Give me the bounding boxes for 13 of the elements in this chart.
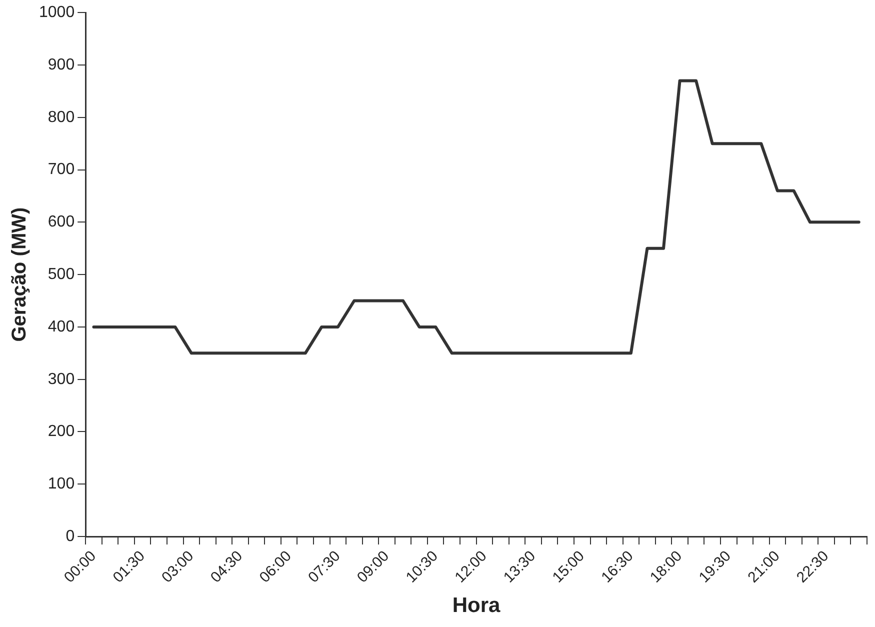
y-tick-label: 400	[48, 318, 75, 336]
y-tick-label: 1000	[39, 4, 75, 22]
y-tick-label: 300	[48, 370, 75, 388]
y-tick-label: 600	[48, 214, 75, 231]
y-tick-label: 800	[48, 108, 75, 126]
y-tick-label: 200	[48, 423, 75, 440]
y-tick-label: 100	[48, 476, 75, 493]
y-axis-title: Geração (MW)	[8, 207, 31, 342]
y-tick-label: 700	[48, 161, 75, 178]
y-tick-label: 0	[66, 528, 75, 545]
x-axis-title: Hora	[452, 594, 501, 618]
y-tick-label: 900	[48, 56, 75, 74]
y-tick-label: 500	[48, 266, 75, 283]
